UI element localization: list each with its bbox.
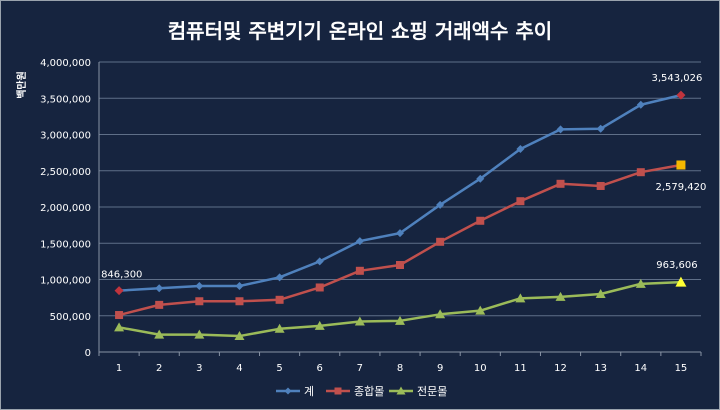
x-tick-label: 7 <box>357 363 363 374</box>
data-point <box>315 283 324 292</box>
data-point <box>556 179 565 188</box>
legend-item: 전문몰 <box>389 385 447 398</box>
data-point <box>275 273 284 282</box>
x-tick-label: 5 <box>276 363 282 374</box>
data-point <box>476 216 485 225</box>
series-line-3 <box>118 280 681 338</box>
data-point <box>396 229 404 238</box>
data-point <box>676 90 686 100</box>
data-point <box>155 284 164 293</box>
legend: 계 종합몰 전문몰 <box>276 385 447 398</box>
data-point <box>154 329 165 339</box>
x-tick-label: 1 <box>116 363 122 374</box>
data-point <box>195 297 204 306</box>
data-point <box>194 329 205 339</box>
legend-marker <box>396 386 406 395</box>
y-tick-label: 2,000,000 <box>40 203 91 214</box>
data-point <box>235 282 244 291</box>
data-point <box>114 322 125 332</box>
data-point <box>235 297 244 306</box>
data-point <box>596 124 605 133</box>
data-point <box>314 320 325 330</box>
data-point <box>596 181 605 190</box>
data-point <box>595 289 606 298</box>
x-tick-label: 10 <box>474 363 487 374</box>
x-tick-label: 3 <box>196 363 202 374</box>
data-label: 846,300 <box>101 270 142 281</box>
x-tick-label: 11 <box>514 363 527 374</box>
x-tick-label: 13 <box>594 363 607 374</box>
y-tick-label: 1,000,000 <box>40 276 91 287</box>
data-point <box>516 197 525 206</box>
legend-item: 계 <box>276 385 314 398</box>
data-point <box>515 293 526 303</box>
y-axis-title: 백만원 <box>15 71 28 99</box>
data-point <box>315 257 324 266</box>
data-point <box>155 300 164 309</box>
x-tick-label: 12 <box>554 363 567 374</box>
legend-label: 종합몰 <box>354 385 384 398</box>
y-tick-label: 2,500,000 <box>40 167 91 178</box>
y-tick-label: 0 <box>85 348 91 359</box>
y-tick-label: 3,500,000 <box>40 94 91 105</box>
data-point <box>234 331 245 341</box>
data-point <box>114 286 124 296</box>
data-point <box>274 323 285 333</box>
x-tick-label: 8 <box>397 363 403 374</box>
data-point <box>275 295 284 304</box>
legend-item: 종합몰 <box>326 385 384 398</box>
data-point <box>395 315 405 325</box>
data-labels: 846,300 3,543,026 2,579,420 963,606 <box>101 73 706 281</box>
data-point <box>636 100 645 109</box>
data-point <box>355 237 364 246</box>
axes: 0 500,000 1,000,000 1,500,000 2,000,000 2,500… <box>40 58 702 374</box>
data-point <box>436 237 445 246</box>
data-label: 963,606 <box>656 260 697 271</box>
data-point <box>435 309 446 319</box>
gridlines <box>99 61 701 317</box>
data-point <box>676 160 686 170</box>
data-point <box>475 305 486 315</box>
legend-marker <box>284 387 292 395</box>
x-tick-label: 2 <box>156 363 162 374</box>
data-point <box>516 145 525 153</box>
data-point <box>476 174 485 183</box>
data-point <box>355 266 364 275</box>
x-tick-label: 4 <box>236 363 242 374</box>
data-point <box>555 291 566 301</box>
series-lines <box>114 90 687 341</box>
x-tick-label: 14 <box>634 363 647 374</box>
legend-label: 전문몰 <box>417 385 447 398</box>
data-point <box>675 276 687 287</box>
data-point <box>115 311 124 320</box>
data-point <box>636 168 645 177</box>
data-point <box>436 200 445 209</box>
data-point <box>635 278 646 288</box>
legend-label: 계 <box>304 385 314 398</box>
x-tick-label: 15 <box>675 363 688 374</box>
series-line-2 <box>118 163 682 317</box>
x-tick-label: 9 <box>437 363 443 374</box>
y-tick-label: 1,500,000 <box>40 239 91 250</box>
chart-title: 컴퓨터및 주변기기 온라인 쇼핑 거래액수 추이 <box>168 19 552 43</box>
y-tick-label: 4,000,000 <box>40 58 91 69</box>
data-point <box>195 282 204 291</box>
y-tick-label: 3,000,000 <box>40 131 91 142</box>
data-label: 2,579,420 <box>655 182 706 193</box>
legend-marker <box>334 387 342 395</box>
y-tick-label: 500,000 <box>50 312 91 323</box>
x-tick-label: 6 <box>317 363 323 374</box>
data-point <box>354 316 365 326</box>
data-label: 3,543,026 <box>651 73 702 84</box>
data-point <box>396 261 404 269</box>
data-point <box>556 125 565 134</box>
